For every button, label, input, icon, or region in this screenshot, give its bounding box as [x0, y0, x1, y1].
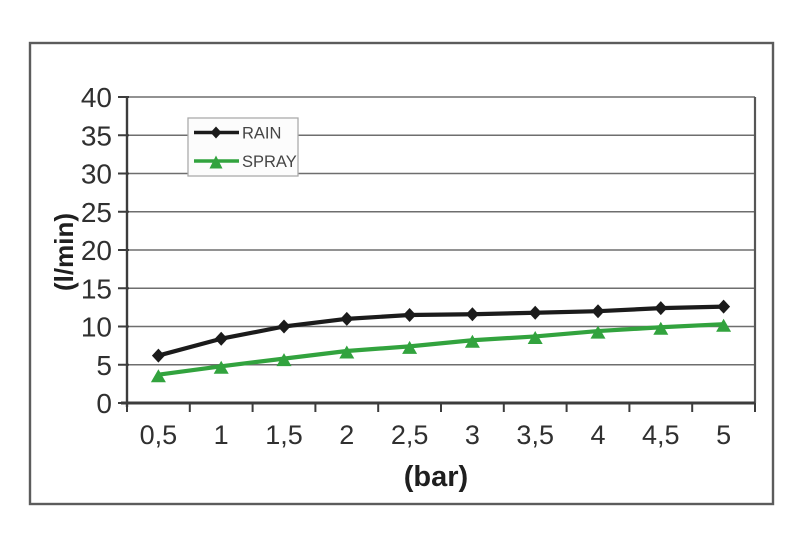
series-marker-triangle [464, 334, 480, 348]
series-marker-diamond [403, 308, 417, 323]
series-marker-diamond [214, 331, 228, 346]
x-axis-tick-label: 3 [465, 420, 480, 450]
x-axis-tick-label: 4,5 [642, 420, 680, 450]
series-marker-triangle [150, 369, 166, 383]
series-marker-diamond [654, 301, 668, 316]
y-axis-title: (l/min) [49, 213, 79, 291]
x-axis-tick-label: 2 [339, 420, 354, 450]
y-axis-tick-label: 40 [81, 82, 112, 113]
series-marker-diamond [717, 299, 731, 314]
series-marker-diamond [277, 319, 291, 334]
x-axis-tick-label: 3,5 [516, 420, 554, 450]
series-marker-triangle [590, 325, 606, 339]
series-marker-diamond [340, 311, 354, 326]
y-axis-tick-label: 0 [96, 388, 112, 419]
x-axis-title: (bar) [404, 461, 468, 493]
series-marker-triangle [653, 321, 669, 335]
series-marker-triangle [339, 345, 355, 359]
series-marker-triangle [527, 330, 543, 344]
series-marker-diamond [591, 304, 605, 319]
series-marker-triangle [213, 360, 229, 374]
series-marker-triangle [276, 353, 292, 367]
x-axis-tick-label: 5 [716, 420, 731, 450]
legend-marker-diamond [210, 126, 222, 139]
legend-box [187, 117, 299, 177]
chart-frame [28, 41, 775, 506]
series-marker-triangle [716, 318, 732, 332]
y-axis-tick-label: 35 [81, 120, 112, 151]
y-axis-tick-label: 15 [81, 273, 112, 304]
y-axis-tick-label: 5 [96, 350, 112, 381]
x-axis-tick-label: 1 [214, 420, 229, 450]
x-axis-tick-label: 1,5 [265, 420, 303, 450]
series-line-spray [156, 322, 726, 377]
legend-label-rain: RAIN [242, 125, 281, 143]
series-marker-diamond [465, 307, 479, 322]
x-axis-tick-label: 0,5 [140, 420, 178, 450]
x-axis-tick-label: 4 [590, 420, 605, 450]
series-marker-triangle [402, 340, 418, 354]
legend-marker-triangle [209, 155, 223, 169]
y-axis-tick-label: 10 [81, 312, 112, 343]
y-axis-tick-label: 25 [81, 197, 112, 228]
x-axis-tick-label: 2,5 [391, 420, 429, 450]
y-axis-tick-label: 30 [81, 159, 112, 190]
series-line-rain [156, 304, 726, 358]
legend-label-spray: SPRAY [242, 153, 297, 171]
series-marker-diamond [528, 305, 542, 320]
y-axis-tick-label: 20 [81, 235, 112, 266]
series-marker-diamond [151, 348, 165, 363]
